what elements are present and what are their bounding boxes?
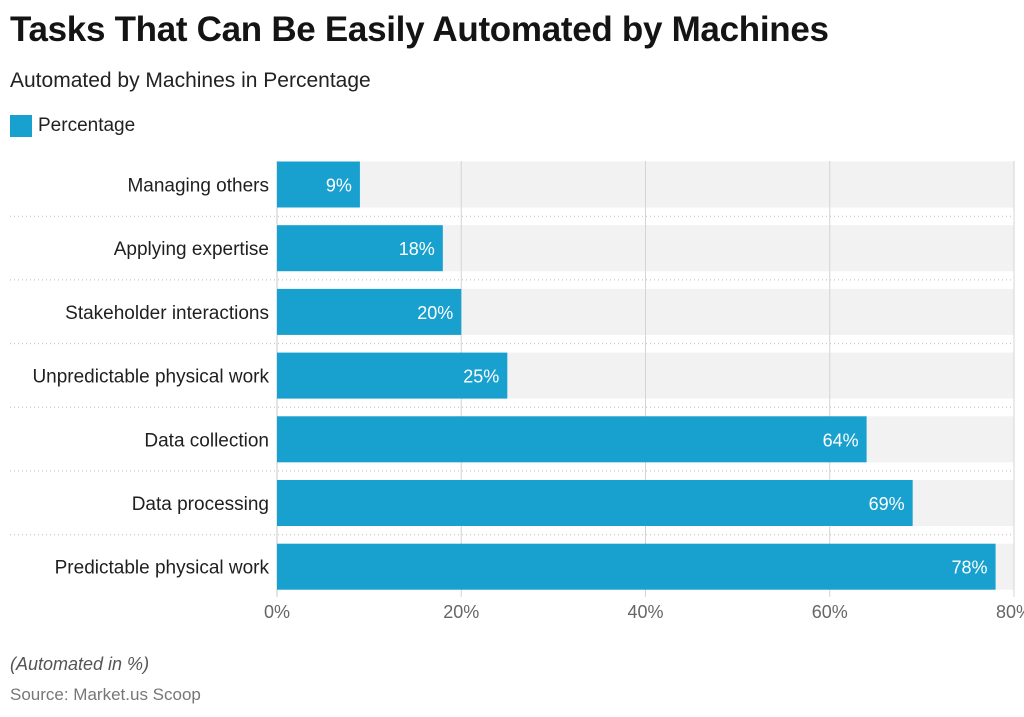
axis-note: (Automated in %) <box>10 654 150 674</box>
data-label-4: 64% <box>823 430 859 450</box>
data-label-3: 25% <box>463 367 499 387</box>
x-tick-label-2: 40% <box>627 602 663 622</box>
bar-3 <box>277 352 508 399</box>
bar-5 <box>277 480 913 526</box>
data-label-1: 18% <box>399 239 435 259</box>
bar-2 <box>277 288 462 335</box>
category-label-4: Data collection <box>144 430 269 451</box>
chart-title: Tasks That Can Be Easily Automated by Ma… <box>10 10 829 49</box>
chart-subtitle: Automated by Machines in Percentage <box>10 69 371 92</box>
source-text: Source: Market.us Scoop <box>10 685 201 704</box>
bar-1 <box>277 225 443 272</box>
data-label-2: 20% <box>417 303 453 323</box>
category-label-0: Managing others <box>127 176 269 197</box>
x-tick-label-1: 20% <box>443 602 479 622</box>
data-label-6: 78% <box>952 558 988 578</box>
legend-label: Percentage <box>38 115 136 136</box>
category-label-6: Predictable physical work <box>55 558 270 579</box>
bar-6 <box>277 543 996 590</box>
legend: Percentage <box>10 115 135 137</box>
data-label-5: 69% <box>869 494 905 514</box>
data-label-0: 9% <box>326 176 352 196</box>
category-label-2: Stakeholder interactions <box>65 303 269 324</box>
x-tick-label-3: 60% <box>812 602 848 622</box>
legend-swatch <box>10 115 32 137</box>
x-tick-label-4: 80% <box>996 602 1024 622</box>
category-label-1: Applying expertise <box>114 239 269 260</box>
category-label-5: Data processing <box>132 494 269 515</box>
bar-0 <box>277 161 360 208</box>
x-tick-label-0: 0% <box>264 602 290 622</box>
bar-4 <box>277 416 867 463</box>
category-label-3: Unpredictable physical work <box>32 367 269 388</box>
